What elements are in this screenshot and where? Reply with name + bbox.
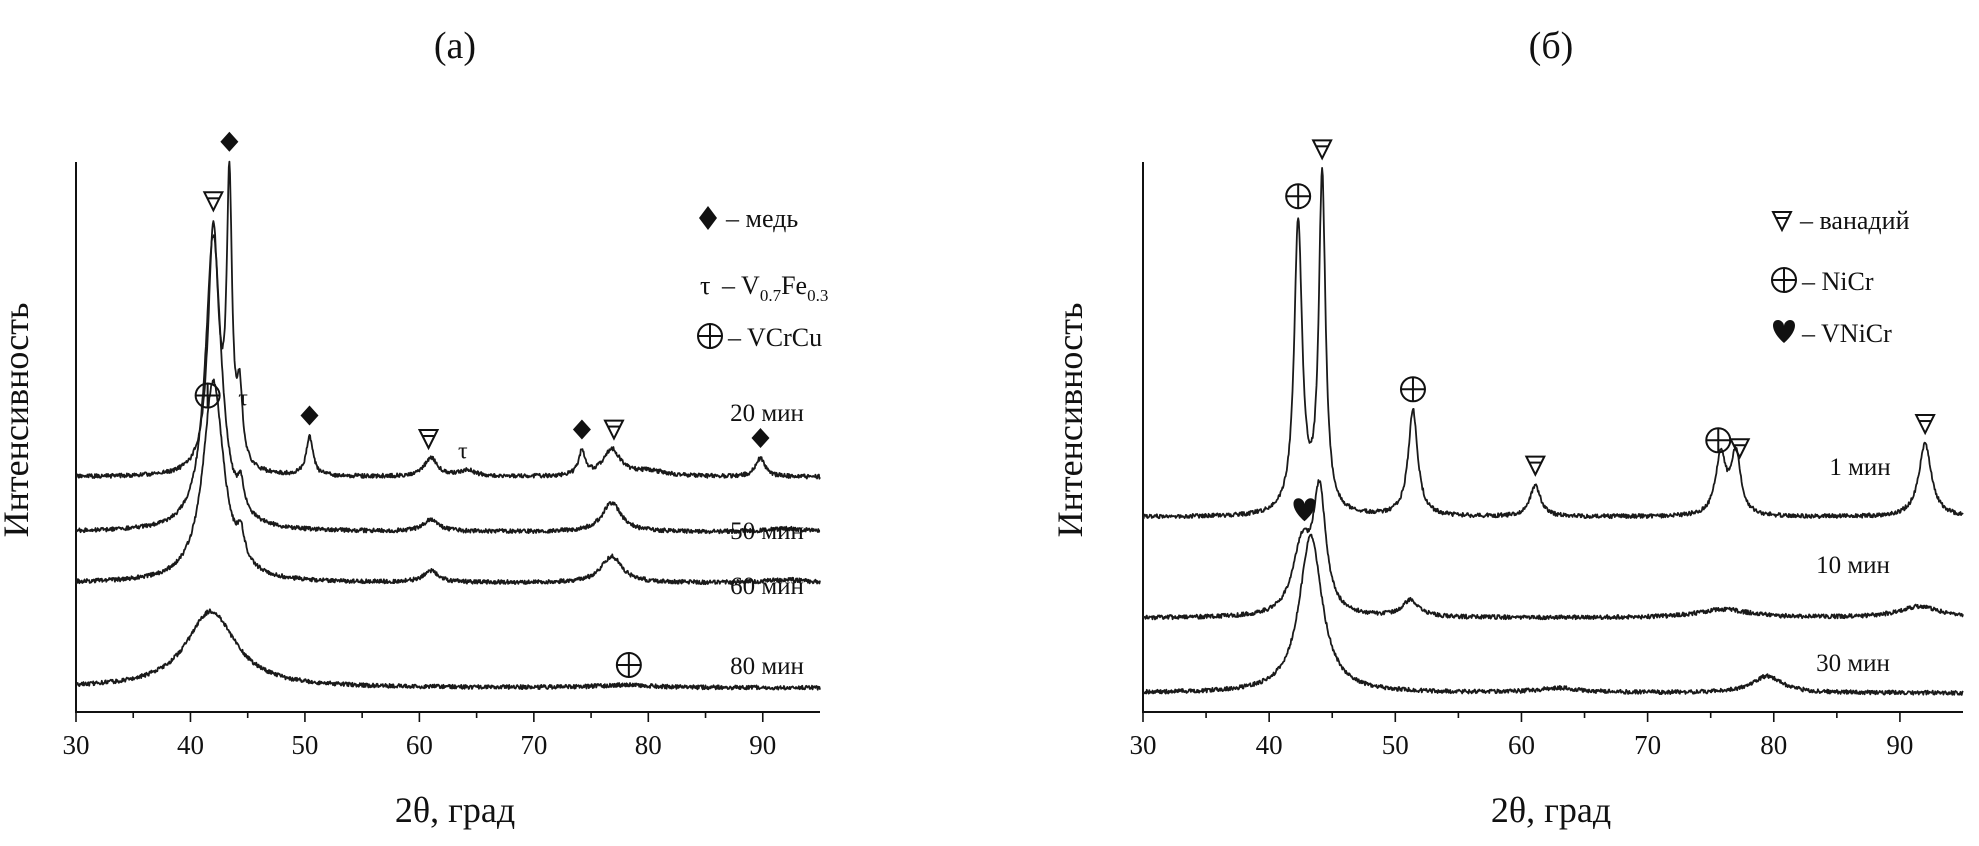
x-tick-label: 80 bbox=[635, 730, 662, 760]
tau-marker: τ bbox=[238, 386, 248, 412]
panel-b: (б) Интенсивность 2θ, град 30 40 50 60 70 80 9… bbox=[1050, 25, 1964, 830]
legend-a-vcrcu: – VCrCu bbox=[727, 323, 822, 352]
circle-plus-marker bbox=[194, 382, 221, 409]
x-tick-label: 60 bbox=[406, 730, 433, 760]
v-marker bbox=[1524, 455, 1546, 477]
v-marker bbox=[417, 429, 440, 451]
circle-plus-marker bbox=[1399, 376, 1426, 403]
panel-b-peak-markers bbox=[1285, 139, 1936, 522]
x-tick-label: 90 bbox=[749, 730, 776, 760]
v-marker bbox=[603, 419, 625, 441]
panel-b-label: (б) bbox=[1529, 25, 1574, 67]
x-tick-label: 40 bbox=[1256, 730, 1283, 760]
xrd-pattern-1-мин bbox=[1142, 167, 1964, 520]
curve-label-10-min: 10 мин bbox=[1816, 552, 1890, 579]
heart-marker bbox=[1293, 498, 1316, 522]
legend-b-vnicr: – VNiCr bbox=[1801, 319, 1892, 348]
panel-b-traces bbox=[1142, 167, 1964, 696]
curve-label-20-min: 20 мин bbox=[730, 400, 804, 427]
curve-label-80-min: 80 мин bbox=[730, 653, 804, 680]
x-tick-label: 70 bbox=[1634, 730, 1661, 760]
x-tick-label: 30 bbox=[1130, 730, 1157, 760]
tau-icon: τ bbox=[700, 271, 710, 300]
xrd-pattern-60-мин bbox=[75, 378, 821, 586]
panel-a-traces bbox=[75, 160, 821, 691]
v-marker bbox=[1311, 139, 1333, 161]
x-tick-label: 80 bbox=[1760, 730, 1787, 760]
x-tick-label: 50 bbox=[1382, 730, 1409, 760]
panel-b-legend: – ванадий – NiCr – VNiCr bbox=[1771, 206, 1910, 348]
diamond-marker bbox=[751, 428, 770, 449]
legend-b-nicr: – NiCr bbox=[1801, 267, 1874, 296]
x-tick-label: 40 bbox=[177, 730, 204, 760]
v-marker bbox=[202, 191, 224, 213]
x-tick-label: 30 bbox=[63, 730, 90, 760]
svg-text:τ: τ bbox=[458, 438, 468, 464]
panel-a-ylabel: Интенсивность bbox=[0, 303, 36, 538]
legend-a-copper: – медь bbox=[725, 204, 798, 233]
circle-plus-icon bbox=[1771, 267, 1797, 293]
triangle-down-icon bbox=[1771, 211, 1793, 233]
panel-b-x-ticks: 30 40 50 60 70 80 90 bbox=[1130, 712, 1913, 760]
diamond-marker bbox=[572, 419, 591, 440]
circle-plus-marker bbox=[615, 651, 642, 678]
diamond-icon bbox=[699, 206, 717, 230]
x-tick-label: 70 bbox=[520, 730, 547, 760]
curve-label-60-min: 60 мин bbox=[730, 573, 804, 600]
curve-label-30-min: 30 мин bbox=[1816, 650, 1890, 677]
heart-icon bbox=[1773, 320, 1795, 343]
tau-marker: τ bbox=[458, 438, 468, 464]
panel-b-axis bbox=[1142, 162, 1963, 713]
xrd-pattern-80-мин bbox=[75, 608, 821, 691]
panel-a-curve-labels: 20 мин 50 мин 60 мин 80 мин bbox=[730, 400, 804, 680]
legend-a-vfe: – V0.7Fe0.3 bbox=[721, 271, 828, 305]
svg-text:τ: τ bbox=[238, 386, 248, 412]
curve-label-50-min: 50 мин bbox=[730, 518, 804, 545]
panel-a-xlabel: 2θ, град bbox=[395, 790, 515, 830]
v-marker bbox=[1729, 438, 1751, 460]
circle-plus-marker bbox=[1285, 183, 1312, 210]
panel-a-label: (а) bbox=[434, 25, 476, 67]
x-tick-label: 50 bbox=[291, 730, 318, 760]
curve-label-1-min: 1 мин bbox=[1829, 454, 1890, 481]
panel-b-xlabel: 2θ, град bbox=[1491, 790, 1611, 830]
panel-b-curve-labels: 1 мин 10 мин 30 мин bbox=[1816, 454, 1891, 677]
circle-plus-icon bbox=[697, 323, 723, 349]
xrd-pattern-10-мин bbox=[1142, 479, 1964, 621]
xrd-pattern-30-мин bbox=[1142, 533, 1964, 696]
panel-a-peak-markers: ττ bbox=[194, 131, 770, 678]
v-marker bbox=[1914, 414, 1936, 436]
x-tick-label: 60 bbox=[1508, 730, 1535, 760]
x-tick-label: 90 bbox=[1886, 730, 1913, 760]
panel-a: (а) Интенсивность 2θ, град 30 40 50 60 70 80 9… bbox=[0, 25, 828, 830]
panel-b-ylabel: Интенсивность bbox=[1050, 303, 1090, 538]
panel-a-axis bbox=[75, 162, 820, 713]
panel-a-legend: – медь τ – V0.7Fe0.3 – VCrCu bbox=[697, 204, 828, 352]
circle-plus-marker bbox=[1705, 427, 1732, 454]
panel-a-x-ticks: 30 40 50 60 70 80 90 bbox=[63, 712, 776, 760]
xrd-pattern-50-мин bbox=[75, 234, 821, 535]
legend-b-vanadium: – ванадий bbox=[1799, 206, 1910, 235]
diamond-marker bbox=[220, 131, 239, 152]
diamond-marker bbox=[300, 405, 319, 426]
